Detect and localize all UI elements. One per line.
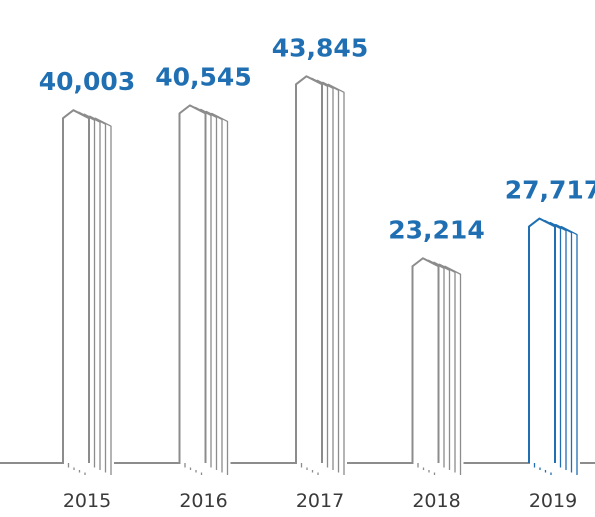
bar-2019: [528, 217, 556, 463]
category-label-2016: 2016: [179, 490, 227, 512]
value-label-2015: 40,003: [39, 67, 135, 96]
value-label-2018: 23,214: [388, 215, 484, 244]
category-label-2019: 2019: [529, 490, 577, 512]
bar-2018: [411, 257, 440, 463]
value-label-2017: 43,845: [272, 33, 368, 62]
bar-2016: [178, 104, 207, 463]
category-label-2018: 2018: [412, 490, 460, 512]
value-label-2016: 40,545: [155, 62, 251, 91]
bar-2017: [295, 75, 323, 463]
category-label-2017: 2017: [296, 490, 344, 512]
labels-group: 40,003 2015 40,545 2016 43,845 2017 23,214 2018…: [39, 33, 595, 512]
value-label-2019: 27,717: [505, 176, 595, 205]
bars-group: [0, 75, 595, 475]
bar-2015: [62, 109, 90, 463]
category-label-2015: 2015: [63, 490, 111, 512]
